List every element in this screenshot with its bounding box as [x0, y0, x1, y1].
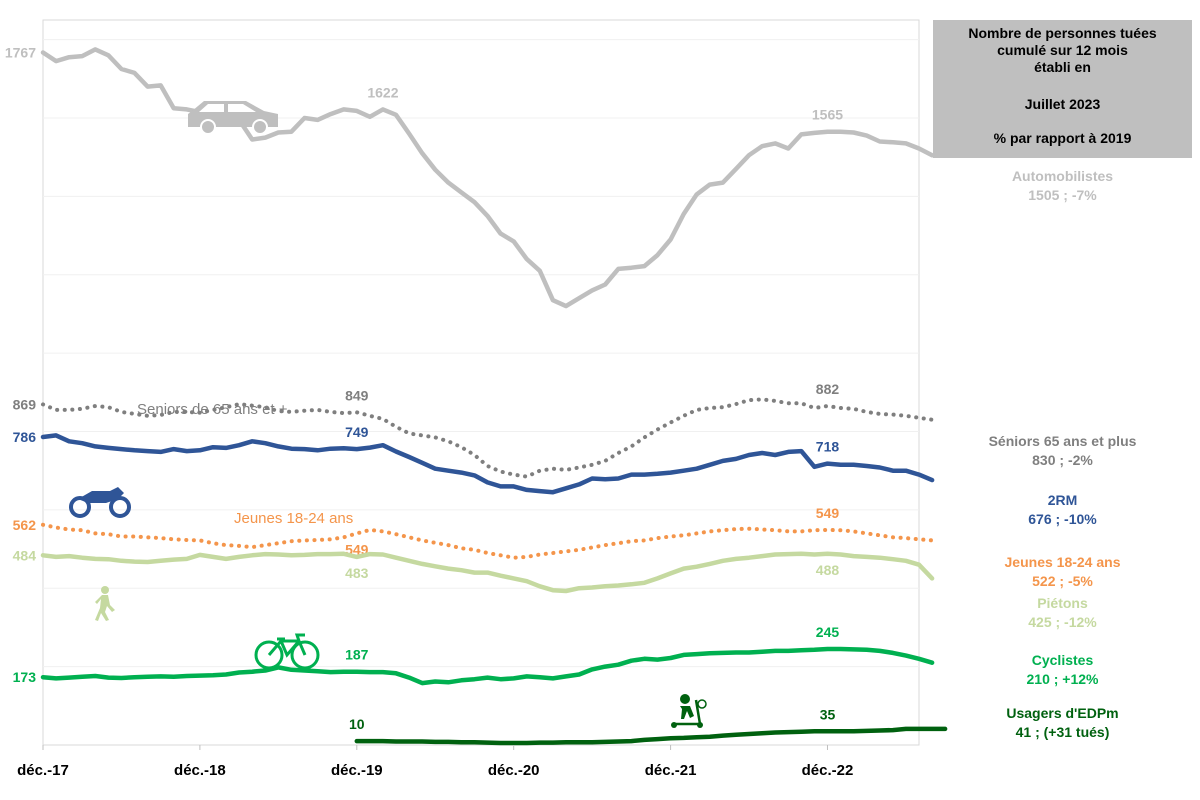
- annotation-jeunes: Jeunes 18-24 ans: [234, 510, 353, 527]
- series-line-pietons: [40, 551, 935, 594]
- legend-value: 210 ; +12%: [1026, 671, 1099, 687]
- legend-name: Cyclistes: [1031, 652, 1094, 668]
- data-label-pietons: 484: [13, 547, 37, 563]
- legend-value: 425 ; -12%: [1028, 614, 1097, 630]
- car-icon: [188, 101, 278, 135]
- legend-name: 2RM: [1047, 492, 1078, 508]
- legend-entry-jeunes: Jeunes 18-24 ans 522 ; -5%: [933, 553, 1192, 591]
- legend-entry-auto: Automobilistes 1505 ; -7%: [933, 167, 1192, 205]
- x-tick-label: déc.-17: [17, 762, 69, 779]
- data-label-edpm: 10: [349, 716, 365, 732]
- scooter-icon: [671, 694, 707, 728]
- data-label-2rm: 786: [13, 429, 37, 445]
- series-line-auto: [40, 47, 935, 309]
- annotation-seniors: Seniors de 65 ans et +: [137, 401, 288, 418]
- legend-value: 1505 ; -7%: [1028, 187, 1097, 203]
- legend-entry-pietons: Piétons 425 ; -12%: [933, 594, 1192, 632]
- data-label-cyclistes: 187: [345, 647, 369, 663]
- info-box-line3: établi en: [1034, 59, 1091, 75]
- series-line-edpm: [354, 726, 948, 746]
- data-label-seniors: 882: [816, 381, 840, 397]
- motorcycle-icon: [69, 487, 131, 518]
- data-label-seniors: 849: [345, 387, 369, 403]
- data-label-seniors: 869: [13, 396, 37, 412]
- series-line-cyclistes: [40, 646, 935, 686]
- series-line-seniors: [41, 397, 935, 479]
- data-label-pietons: 488: [816, 562, 840, 578]
- data-label-cyclistes: 173: [13, 669, 37, 685]
- info-box-line1: Nombre de personnes tuées: [968, 25, 1157, 41]
- legend-value: 676 ; -10%: [1028, 511, 1097, 527]
- info-box-line5: % par rapport à 2019: [993, 130, 1132, 146]
- data-label-edpm: 35: [820, 706, 836, 722]
- plot-frame: [42, 19, 920, 746]
- data-label-jeunes: 549: [816, 505, 840, 521]
- legend-name: Usagers d'EDPm: [1006, 705, 1119, 721]
- legend-value: 41 ; (+31 tués): [1015, 724, 1110, 740]
- legend-name: Piétons: [1037, 595, 1088, 611]
- x-tick-label: déc.-22: [802, 762, 854, 779]
- data-label-cyclistes: 245: [816, 624, 840, 640]
- legend-entry-edpm: Usagers d'EDPm 41 ; (+31 tués): [933, 704, 1192, 742]
- data-label-pietons: 483: [345, 565, 369, 581]
- series-line-2rm: [40, 433, 935, 495]
- data-label-2rm: 749: [345, 424, 369, 440]
- data-label-auto: 1767: [5, 45, 36, 61]
- legend-value: 830 ; -2%: [1032, 452, 1093, 468]
- legend-value: 522 ; -5%: [1032, 573, 1093, 589]
- info-box-line4: Juillet 2023: [1024, 96, 1101, 112]
- legend-name: Séniors 65 ans et plus: [988, 433, 1137, 449]
- data-label-auto: 1622: [367, 84, 398, 100]
- bicycle-icon: [254, 633, 320, 670]
- info-box-line2: cumulé sur 12 mois: [997, 42, 1128, 58]
- data-label-jeunes: 562: [13, 517, 37, 533]
- legend-entry-cyclistes: Cyclistes 210 ; +12%: [933, 651, 1192, 689]
- x-tick-label: déc.-20: [488, 762, 540, 779]
- data-label-2rm: 718: [816, 439, 840, 455]
- pedestrian-icon: [95, 586, 115, 621]
- legend-name: Jeunes 18-24 ans: [1004, 554, 1121, 570]
- x-tick-label: déc.-21: [645, 762, 697, 779]
- data-label-auto: 1565: [812, 107, 843, 123]
- info-box: Nombre de personnes tuées cumulé sur 12 …: [933, 20, 1192, 158]
- legend-entry-seniors: Séniors 65 ans et plus 830 ; -2%: [933, 432, 1192, 470]
- series-line-jeunes: [41, 522, 935, 560]
- legend-name: Automobilistes: [1011, 168, 1114, 184]
- legend-entry-2rm: 2RM 676 ; -10%: [933, 491, 1192, 529]
- x-tick-label: déc.-19: [331, 762, 383, 779]
- x-tick-label: déc.-18: [174, 762, 226, 779]
